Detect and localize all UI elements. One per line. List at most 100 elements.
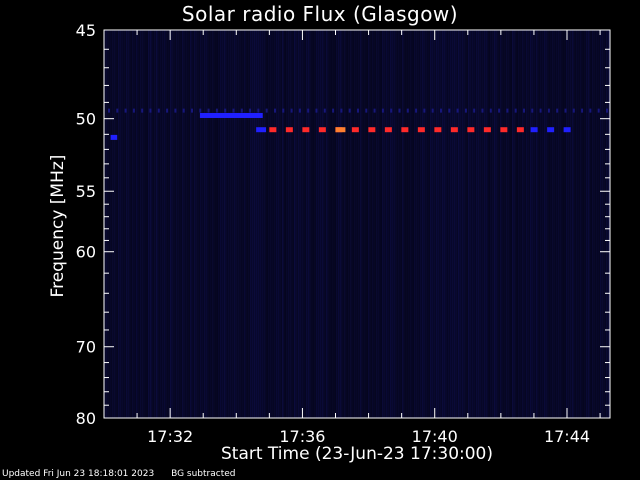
x-tick-label: 17:44	[544, 427, 590, 446]
emission-dot	[473, 108, 476, 113]
noise-column	[130, 30, 132, 418]
noise-column	[358, 30, 360, 418]
noise-column	[532, 30, 534, 418]
noise-column	[178, 30, 180, 418]
noise-column	[506, 30, 508, 418]
noise-column	[544, 30, 546, 418]
noise-column	[502, 30, 504, 418]
noise-column	[394, 30, 396, 418]
noise-column	[124, 30, 126, 418]
emission-dot	[224, 108, 227, 113]
emission-dot	[431, 108, 434, 113]
noise-column	[268, 30, 270, 418]
emission-dot	[174, 108, 177, 113]
noise-column	[276, 30, 278, 418]
noise-column	[314, 30, 316, 418]
noise-column	[454, 30, 456, 418]
noise-column	[180, 30, 182, 418]
noise-column	[604, 30, 606, 418]
noise-column	[466, 30, 468, 418]
emission-dot	[132, 108, 135, 113]
noise-column	[340, 30, 342, 418]
noise-column	[234, 30, 236, 418]
noise-column	[342, 30, 344, 418]
noise-column	[578, 30, 580, 418]
noise-column	[242, 30, 244, 418]
emission-dot	[149, 108, 152, 113]
noise-column	[338, 30, 340, 418]
noise-column	[368, 30, 370, 418]
emission-dash	[318, 127, 326, 133]
noise-column	[328, 30, 330, 418]
noise-column	[480, 30, 482, 418]
bg-subtracted-note: BG subtracted	[171, 469, 236, 479]
noise-column	[350, 30, 352, 418]
noise-column	[140, 30, 142, 418]
noise-column	[298, 30, 300, 418]
emission-dot	[108, 108, 110, 113]
noise-column	[128, 30, 130, 418]
noise-column	[548, 30, 550, 418]
noise-column	[214, 30, 216, 418]
noise-column	[596, 30, 598, 418]
emission-dot	[589, 108, 592, 113]
noise-column	[564, 30, 566, 418]
noise-column	[484, 30, 486, 418]
noise-column	[278, 30, 280, 418]
emission-dot	[116, 108, 119, 113]
noise-column	[312, 30, 314, 418]
emission-dash	[434, 127, 442, 133]
noise-column	[322, 30, 324, 418]
emission-dot	[523, 108, 525, 113]
noise-column	[422, 30, 424, 418]
y-tick-label: 55	[76, 182, 96, 201]
noise-column	[310, 30, 312, 418]
noise-column	[346, 30, 348, 418]
noise-column	[450, 30, 452, 418]
emission-dot	[315, 108, 318, 113]
emission-dot	[340, 108, 343, 113]
noise-column	[198, 30, 200, 418]
noise-column	[442, 30, 444, 418]
noise-column	[112, 30, 114, 418]
noise-column	[348, 30, 350, 418]
noise-column	[274, 30, 276, 418]
noise-column	[378, 30, 380, 418]
noise-column	[192, 30, 194, 418]
emission-dot	[506, 108, 509, 113]
noise-column	[414, 30, 416, 418]
noise-column	[538, 30, 540, 418]
emission-dot	[556, 108, 559, 113]
noise-column	[230, 30, 232, 418]
noise-column	[568, 30, 570, 418]
y-tick-label: 70	[76, 338, 96, 357]
noise-column	[438, 30, 440, 418]
noise-column	[584, 30, 586, 418]
noise-column	[482, 30, 484, 418]
noise-column	[402, 30, 404, 418]
noise-column	[144, 30, 146, 418]
noise-column	[116, 30, 118, 418]
noise-column	[408, 30, 410, 418]
noise-column	[300, 30, 302, 418]
emission-dash	[417, 127, 425, 133]
noise-column	[542, 30, 544, 418]
spectrogram-features	[108, 108, 608, 140]
noise-column	[364, 30, 366, 418]
emission-dot	[597, 108, 600, 113]
emission-dot	[381, 108, 384, 113]
emission-dash	[368, 127, 376, 133]
noise-column	[366, 30, 368, 418]
noise-column	[590, 30, 592, 418]
noise-column	[238, 30, 240, 418]
x-axis-label: Start Time (23-Jun-23 17:30:00)	[221, 444, 493, 464]
emission-dot	[423, 108, 426, 113]
noise-column	[554, 30, 556, 418]
emission-dot	[199, 108, 202, 113]
emission-dot	[448, 108, 451, 113]
noise-column	[390, 30, 392, 418]
noise-column	[316, 30, 318, 418]
noise-column	[472, 30, 474, 418]
noise-column	[476, 30, 478, 418]
